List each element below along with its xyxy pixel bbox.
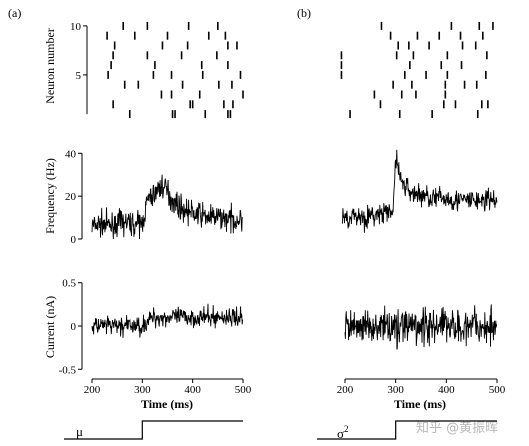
- trace-ytick-label: 0: [71, 234, 77, 246]
- frequency-trace-a: 0 20 40: [65, 148, 243, 246]
- time-tick-label: 500: [489, 384, 506, 396]
- trace-ytick-label: 40: [65, 148, 77, 160]
- step-line: [64, 420, 243, 440]
- plot-layer: 5 10 0 20 40 -0.5 0 0.5 200 300 400 500 200 300 400 500: [59, 21, 506, 440]
- trace-line: [342, 149, 498, 233]
- raster-ytick-label: 10: [70, 21, 82, 33]
- frequency-ylabel: Frequency (Hz): [43, 158, 57, 234]
- trace-ytick-label: 0.5: [62, 278, 76, 290]
- raster-b: [340, 21, 494, 119]
- trace-ytick-label: -0.5: [59, 364, 77, 376]
- time-tick-label: 200: [337, 384, 354, 396]
- trace-ytick-label: 20: [65, 191, 77, 203]
- raster-a: 5 10: [70, 21, 244, 119]
- time-tick-label: 400: [438, 384, 455, 396]
- sigma-exponent: 2: [344, 424, 349, 434]
- trace-ytick-label: 0: [71, 321, 77, 333]
- step-line: [317, 420, 497, 440]
- time-tick-label: 200: [84, 384, 101, 396]
- stimulus-step-b: 200 300 400 500: [317, 378, 506, 440]
- time-tick-label: 300: [134, 384, 151, 396]
- watermark: 知乎 @黄振晖: [416, 420, 498, 436]
- current-trace-a: -0.5 0 0.5: [59, 278, 244, 376]
- trace-line: [91, 174, 243, 240]
- trace-line: [344, 304, 498, 350]
- current-trace-b: [344, 304, 498, 350]
- xlabel-right: Time (ms): [394, 397, 446, 411]
- time-tick-label: 400: [184, 384, 201, 396]
- frequency-trace-b: [342, 149, 498, 233]
- time-tick-label: 300: [387, 384, 404, 396]
- current-ylabel: Current (nA): [43, 296, 57, 358]
- raster-ylabel: Neuron number: [43, 28, 57, 104]
- panel-label-a: (a): [8, 6, 21, 20]
- raster-ytick-label: 5: [76, 70, 82, 82]
- stimulus-step-a: 200 300 400 500: [64, 378, 252, 440]
- sigma-squared-label: σ2: [337, 424, 349, 441]
- mu-label: μ: [76, 424, 83, 439]
- panel-label-b: (b): [297, 6, 311, 20]
- trace-line: [91, 303, 244, 338]
- time-tick-label: 500: [235, 384, 252, 396]
- xlabel-left: Time (ms): [141, 397, 193, 411]
